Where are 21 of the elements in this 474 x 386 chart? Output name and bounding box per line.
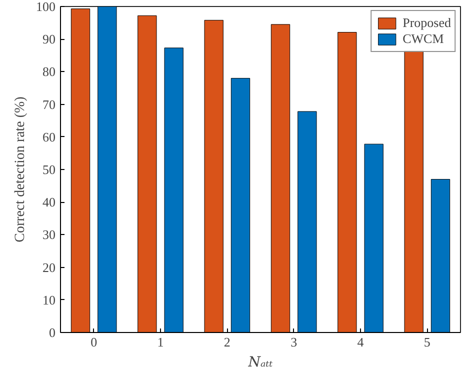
y-tick-label: 20 <box>42 260 56 275</box>
x-tick-label: 4 <box>357 334 364 350</box>
x-axis-title: Nₐₜₜ <box>247 354 274 370</box>
legend-label: Proposed <box>402 15 451 31</box>
legend-label: CWCM <box>402 31 444 47</box>
y-tick-label: 90 <box>42 32 56 47</box>
x-tick-label: 3 <box>290 334 298 350</box>
y-tick-label: 70 <box>42 96 56 112</box>
x-tick-label: 0 <box>90 334 98 350</box>
x-tick-label: 1 <box>157 334 164 350</box>
y-axis-title: Correct detection rate (%) <box>13 96 28 242</box>
x-tick-label: 5 <box>424 334 430 350</box>
y-tick-label: 50 <box>42 162 56 177</box>
y-tick-label: 0 <box>49 325 56 340</box>
x-tick-label: 2 <box>224 334 230 350</box>
y-tick-label: 60 <box>42 129 56 144</box>
y-tick-label: 40 <box>42 194 56 210</box>
y-tick-label: 30 <box>42 227 56 242</box>
y-tick-label: 10 <box>42 292 56 308</box>
y-tick-label: 80 <box>42 64 56 80</box>
y-tick-label: 100 <box>36 0 56 14</box>
